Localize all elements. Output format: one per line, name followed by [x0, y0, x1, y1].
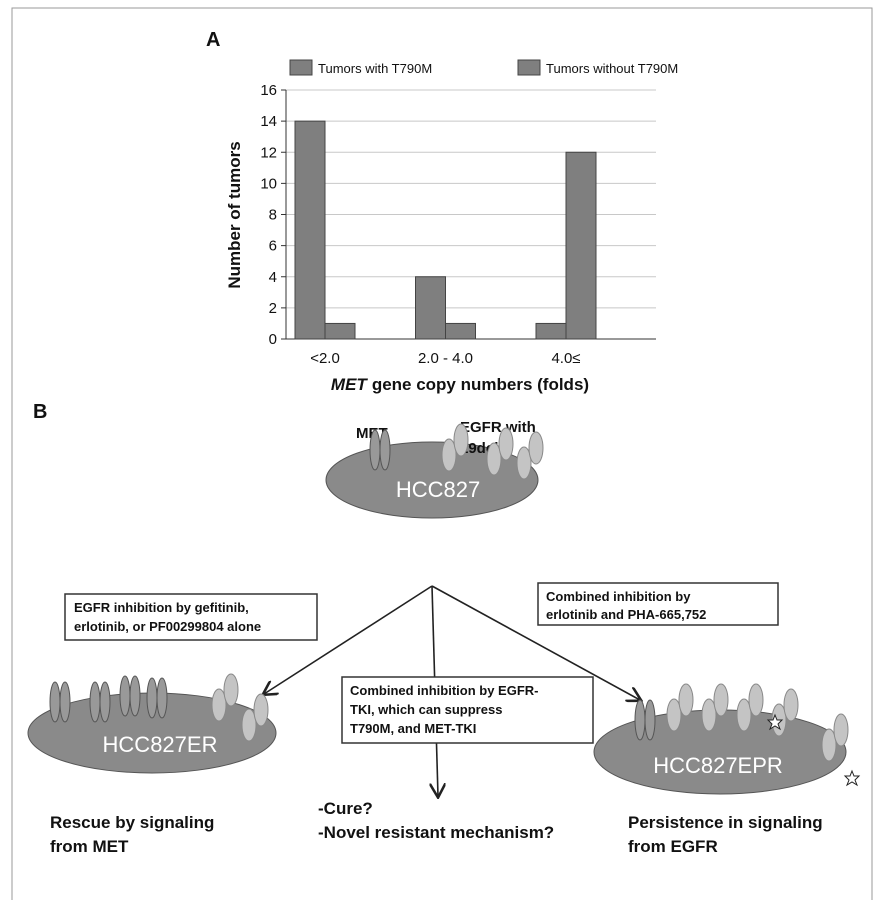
egfr-receptor	[224, 674, 238, 706]
egfr-receptor	[714, 684, 728, 716]
cell	[594, 710, 846, 794]
met-receptor	[380, 430, 390, 470]
y-tick-label: 14	[260, 113, 277, 130]
y-tick-label: 16	[260, 82, 277, 99]
met-receptor	[120, 676, 130, 716]
y-tick-label: 8	[269, 207, 277, 224]
line: erlotinib, or PF00299804 alone	[74, 619, 261, 634]
x-tick-label: 4.0≤	[551, 350, 580, 367]
line: from EGFR	[628, 837, 718, 856]
panel-label: A	[206, 29, 220, 51]
cell-label: HCC827	[396, 477, 480, 502]
line: Rescue by signaling	[50, 813, 214, 832]
met-receptor	[130, 676, 140, 716]
outcome-text: Rescue by signaling from MET	[50, 813, 214, 856]
bar	[325, 323, 355, 339]
line: from MET	[50, 837, 129, 856]
figure: A B 0 2 4 6 8 10 12 14 16 Tumors with T790M Tumors…	[0, 0, 881, 910]
bar	[536, 323, 566, 339]
met-receptor	[90, 682, 100, 722]
egfr-receptor	[529, 432, 543, 464]
legend-label: Tumors with T790M	[318, 61, 432, 76]
met-receptor	[370, 430, 380, 470]
outcome-text: -Cure? -Novel resistant mechanism?	[318, 799, 554, 842]
met-receptor	[60, 682, 70, 722]
legend-label: Tumors without T790M	[546, 61, 678, 76]
met-receptor	[147, 678, 157, 718]
line: T790M, and MET-TKI	[350, 721, 476, 736]
met-receptor	[100, 682, 110, 722]
egfr-receptor	[254, 694, 268, 726]
line: -Cure?	[318, 799, 373, 818]
egfr-receptor	[834, 714, 848, 746]
y-tick-label: 12	[260, 144, 277, 161]
x-axis-label-italic: MET	[331, 375, 369, 394]
x-tick-label: 2.0 - 4.0	[418, 350, 473, 367]
cell-label: HCC827EPR	[653, 753, 783, 778]
bar	[416, 277, 446, 339]
line: Combined inhibition by	[546, 589, 691, 604]
panel-label: B	[33, 401, 47, 423]
y-tick-label: 6	[269, 238, 277, 255]
egfr-receptor	[784, 689, 798, 721]
line: -Novel resistant mechanism?	[318, 823, 554, 842]
y-tick-label: 4	[269, 269, 277, 286]
legend-swatch	[290, 60, 312, 75]
cell-label: HCC827ER	[103, 732, 218, 757]
met-receptor	[645, 700, 655, 740]
line: EGFR inhibition by gefitinib,	[74, 600, 249, 615]
egfr-receptor	[749, 684, 763, 716]
line: TKI, which can suppress	[350, 702, 502, 717]
line: erlotinib and PHA-665,752	[546, 607, 706, 622]
mutation-star	[845, 771, 859, 785]
bar-chart: 0 2 4 6 8 10 12 14 16 Tumors with T790M Tumors wit…	[260, 60, 678, 367]
y-tick-label: 0	[269, 331, 277, 348]
line: Persistence in signaling	[628, 813, 823, 832]
met-receptor	[157, 678, 167, 718]
met-receptor	[50, 682, 60, 722]
y-tick-label: 10	[260, 175, 277, 192]
egfr-receptor	[499, 428, 513, 460]
bar	[295, 121, 325, 339]
met-receptor	[635, 700, 645, 740]
line: EGFR with	[460, 419, 536, 436]
diagram: HCC827 HCC827ER HCC827EPR MET EGFR with1…	[28, 419, 859, 856]
egfr-receptor	[679, 684, 693, 716]
y-axis-label: Number of tumors	[225, 141, 244, 288]
bar	[566, 152, 596, 339]
y-tick-label: 2	[269, 300, 277, 317]
outcome-text: Persistence in signaling from EGFR	[628, 813, 823, 856]
legend-swatch	[518, 60, 540, 75]
bar	[446, 323, 476, 339]
x-tick-label: <2.0	[310, 350, 340, 367]
line: Combined inhibition by EGFR-	[350, 683, 538, 698]
x-axis-label-text: gene copy numbers (folds)	[372, 375, 589, 394]
egfr-receptor	[454, 424, 468, 456]
